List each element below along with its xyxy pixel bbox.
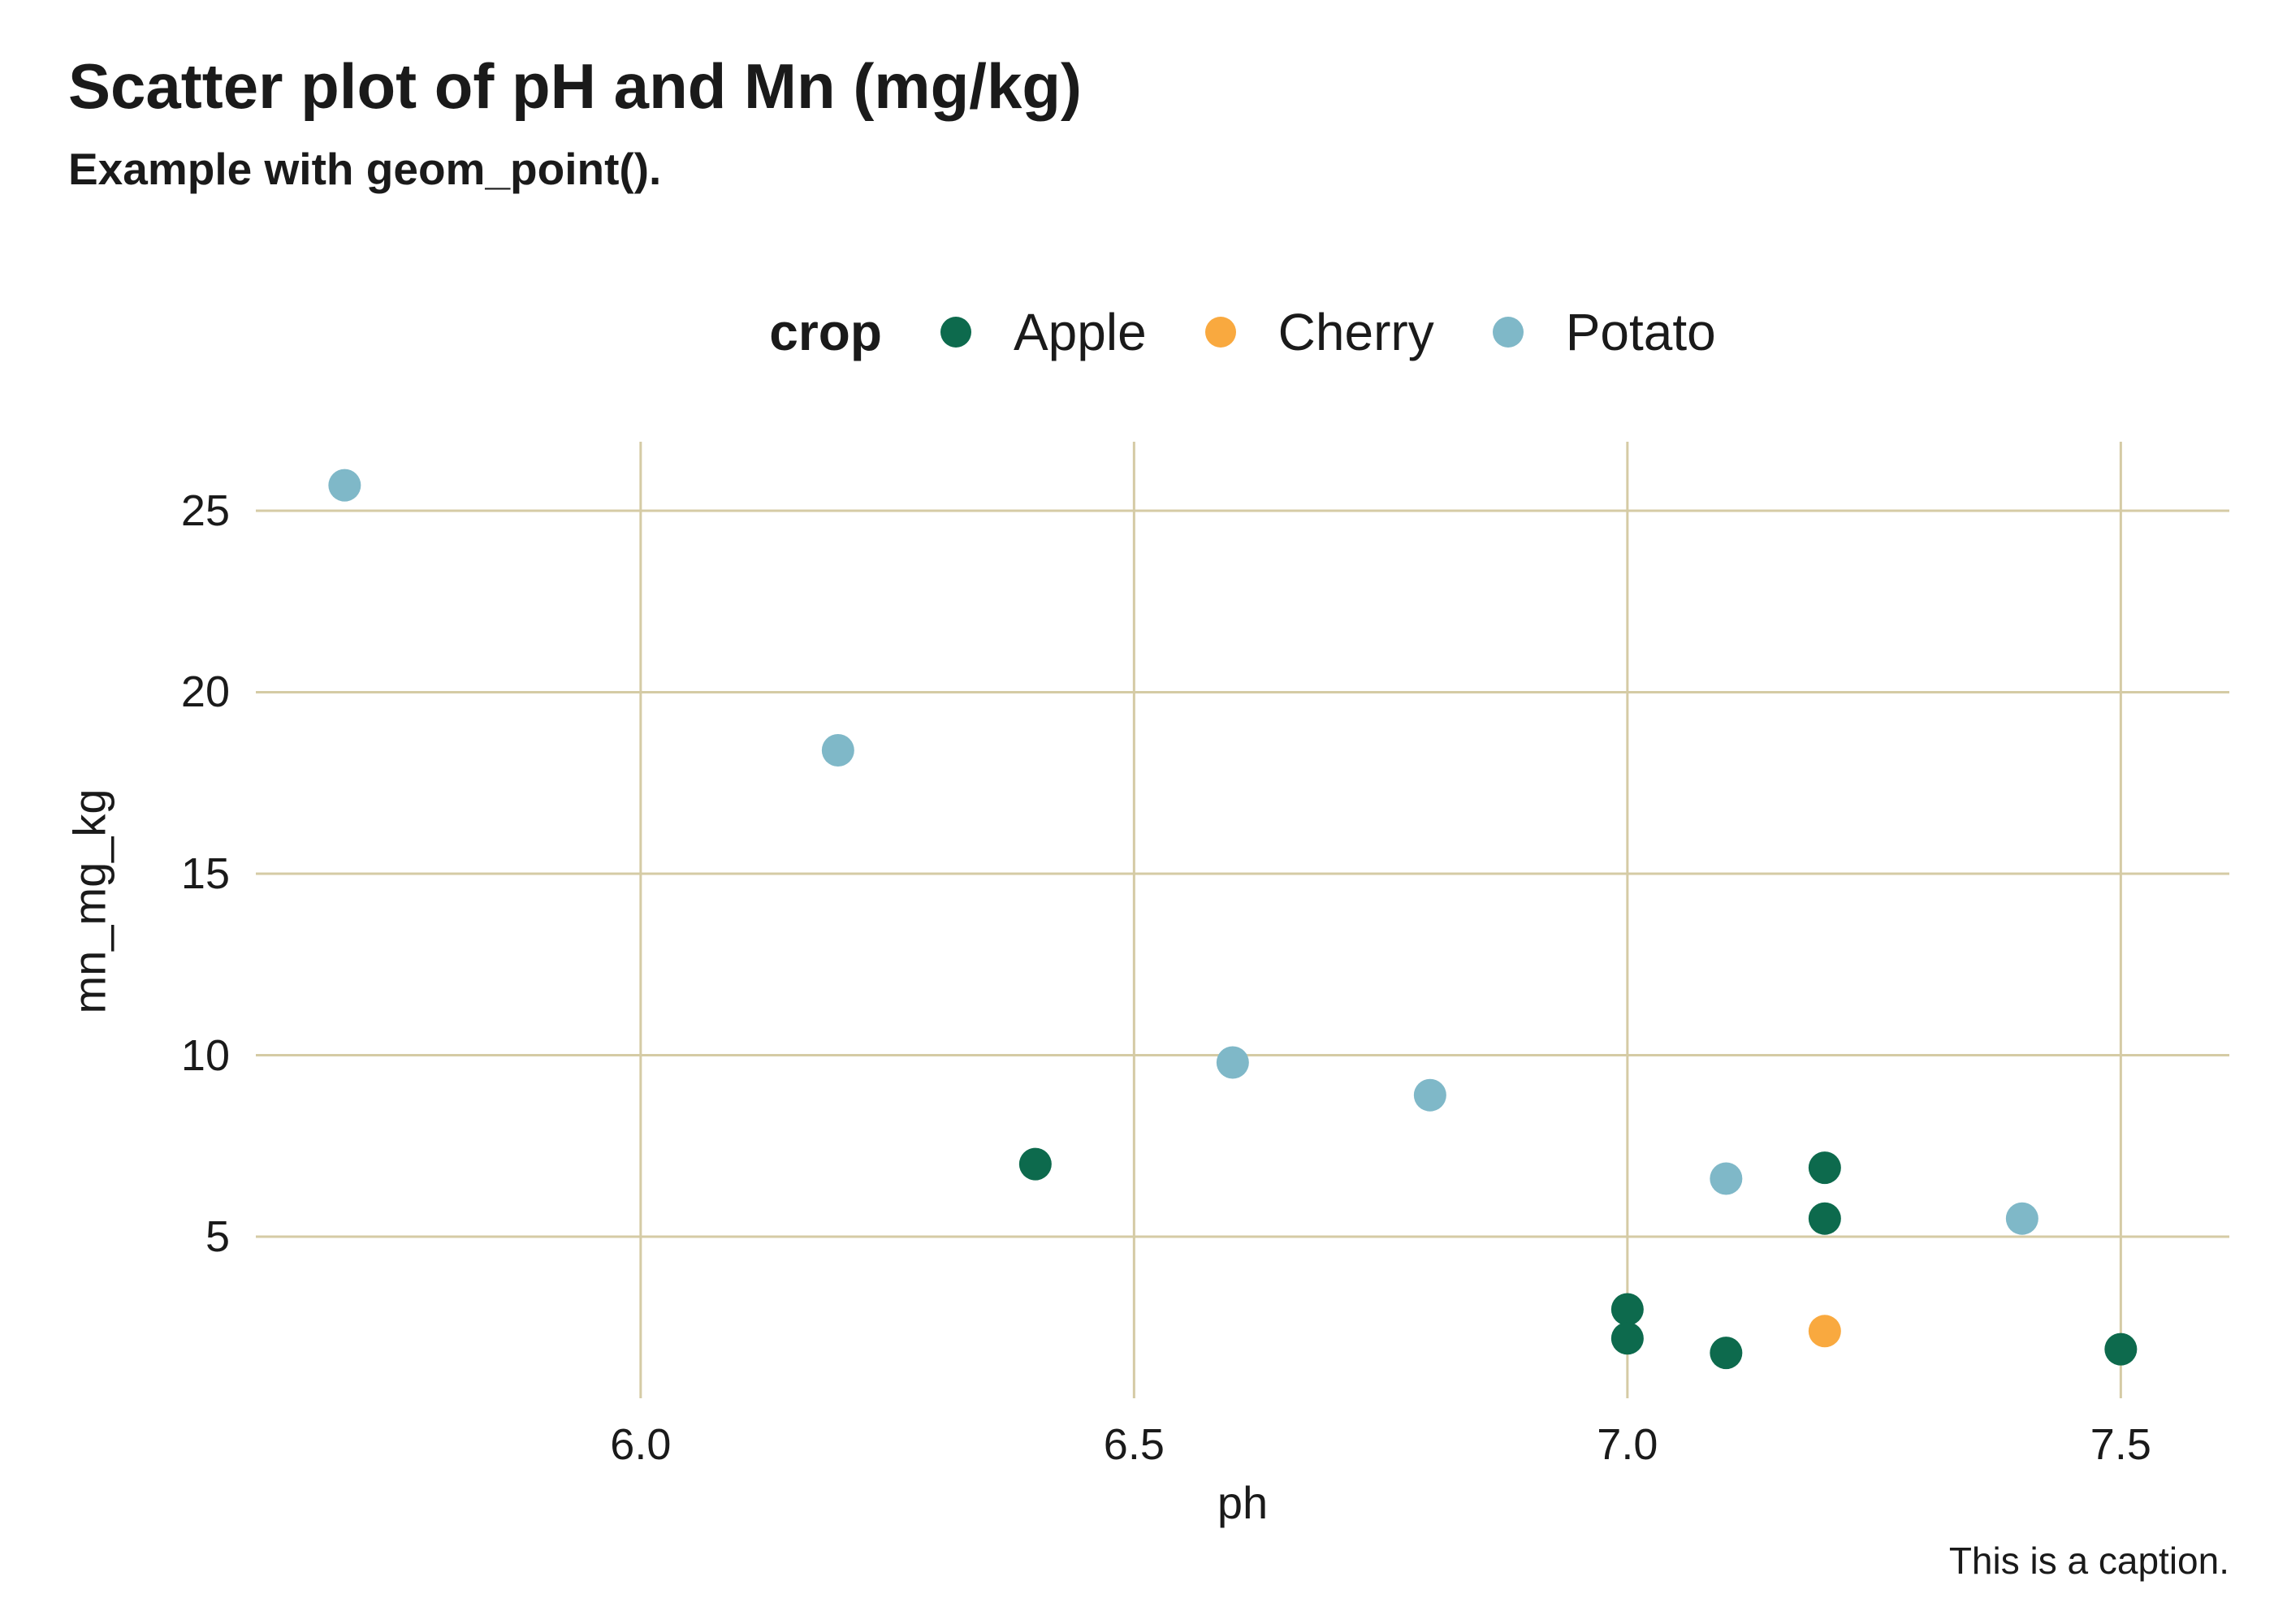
data-point-potato — [821, 734, 854, 767]
data-point-potato — [1413, 1078, 1446, 1112]
y-tick-label: 10 — [180, 1030, 230, 1080]
y-tick-label: 20 — [180, 667, 230, 717]
legend-item-apple: Apple — [940, 302, 1147, 362]
legend-item-cherry: Cherry — [1204, 302, 1434, 362]
data-point-potato — [1216, 1046, 1249, 1079]
data-point-potato — [1710, 1162, 1743, 1195]
data-point-apple — [1710, 1337, 1743, 1370]
legend-title: crop — [769, 303, 882, 361]
y-tick-label: 25 — [180, 486, 230, 535]
legend-dot-apple — [940, 317, 971, 348]
legend-item-potato: Potato — [1492, 302, 1716, 362]
y-axis-title: mn_mg_kg — [63, 788, 115, 1014]
data-point-apple — [1808, 1151, 1841, 1185]
data-point-apple — [1018, 1147, 1052, 1181]
chart-caption: This is a caption. — [1948, 1540, 2229, 1582]
data-point-potato — [2005, 1202, 2038, 1235]
legend-dot-cherry — [1204, 317, 1236, 348]
chart-subtitle: Example with geom_point(). — [68, 144, 662, 194]
legend-dot-potato — [1492, 317, 1524, 348]
x-tick-label: 6.5 — [1103, 1420, 1165, 1469]
y-tick-label: 15 — [180, 849, 230, 898]
data-point-apple — [1610, 1293, 1644, 1326]
chart-title: Scatter plot of pH and Mn (mg/kg) — [68, 50, 1082, 122]
x-tick-label: 7.5 — [2090, 1420, 2151, 1469]
x-tick-label: 7.0 — [1597, 1420, 1658, 1469]
legend-label: Apple — [1013, 303, 1147, 361]
data-point-apple — [2104, 1332, 2138, 1366]
y-tick-label: 5 — [205, 1212, 230, 1262]
data-point-apple — [1808, 1202, 1841, 1235]
legend-label: Cherry — [1278, 303, 1434, 361]
legend-label: Potato — [1565, 303, 1716, 361]
x-tick-label: 6.0 — [610, 1420, 672, 1469]
data-point-apple — [1610, 1322, 1644, 1355]
data-point-cherry — [1808, 1315, 1841, 1348]
data-point-potato — [328, 469, 361, 502]
legend: crop Apple Cherry Potato — [256, 300, 2229, 364]
x-axis-title: ph — [1217, 1477, 1269, 1528]
